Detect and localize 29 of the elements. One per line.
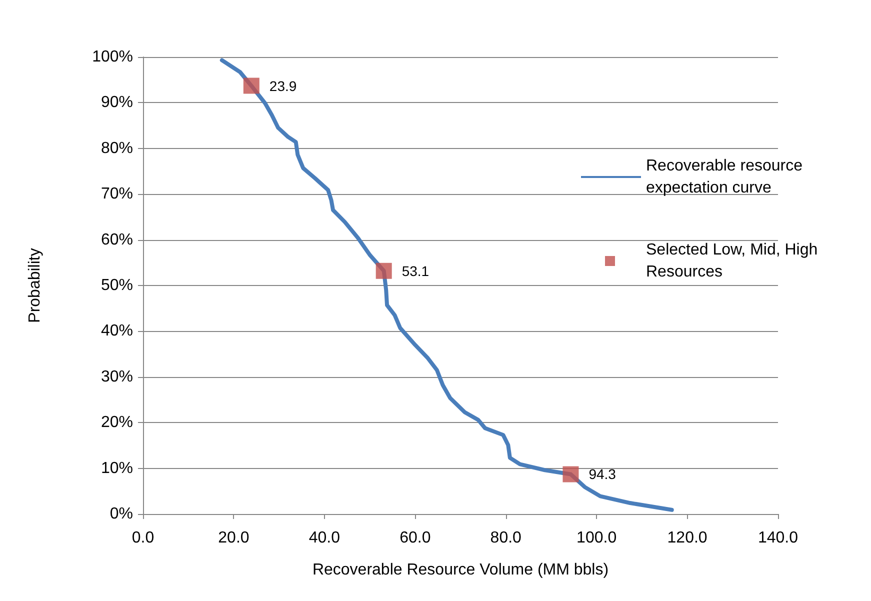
x-tick-label: 60.0 (400, 530, 431, 546)
x-tick-label: 80.0 (490, 530, 522, 546)
x-axis-title: Recoverable Resource Volume (MM bbls) (312, 562, 609, 578)
y-tick-label: 60% (100, 231, 133, 248)
x-tick-label: 40.0 (308, 530, 340, 546)
x-tick-label: 0.0 (132, 530, 154, 546)
legend-label: Recoverable resource expectation curve (646, 158, 807, 196)
point (376, 262, 392, 279)
y-tick-label: 40% (100, 322, 133, 340)
x-tick-label: 140.0 (758, 530, 798, 546)
annotation: 94.3 (588, 466, 616, 482)
point (562, 466, 579, 482)
annotation: 23.9 (269, 78, 297, 94)
x-tick-label: 100.0 (576, 530, 617, 546)
y-tick-label: 70% (100, 186, 133, 203)
y-tick-label: 0% (110, 506, 133, 522)
y-tick-label: 80% (100, 140, 133, 157)
x-tick-label: 120.0 (667, 530, 708, 546)
legend-label: Selected Low, Mid, High Resources (646, 242, 822, 280)
y-axis-title: Probability (26, 248, 44, 323)
y-tick-label: 90% (100, 94, 133, 112)
y-tick-label: 30% (100, 368, 133, 386)
annotation: 53.1 (402, 262, 430, 279)
point (243, 78, 260, 94)
x-tick-label: 20.0 (218, 530, 250, 546)
y-tick-label: 10% (100, 460, 133, 477)
y-tick-label: 100% (92, 48, 133, 66)
y-tick-label: 20% (100, 414, 133, 432)
y-tick-label: 50% (100, 277, 133, 294)
